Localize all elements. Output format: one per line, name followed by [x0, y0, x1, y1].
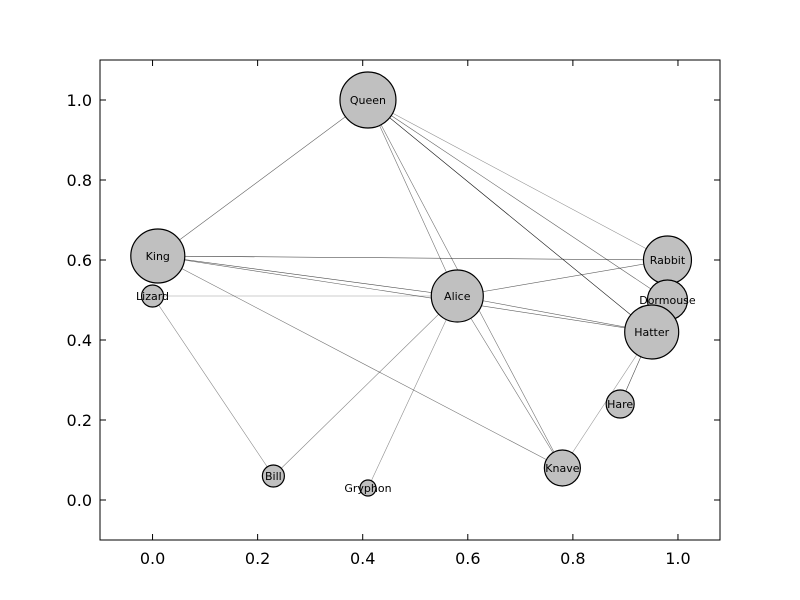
edge-alice-gryphon [367, 295, 458, 489]
edge-alice-hatter [457, 295, 652, 333]
node-circle [261, 464, 285, 488]
node-layer: Queen King Lizard Alice Rabbit Dormouse Hatter… [130, 71, 696, 497]
x-tick-label: 1.0 [665, 549, 690, 568]
node-circle [605, 389, 635, 419]
x-tick-label: 0.6 [455, 549, 480, 568]
edge-king-knave [157, 255, 563, 469]
node-label: Knave [545, 462, 579, 475]
edge-queen-king [157, 99, 369, 257]
edge-queen-hatter [367, 99, 652, 333]
node-hatter: Hatter [624, 304, 680, 360]
edge-king-alice [157, 255, 458, 297]
plot-frame [99, 59, 721, 541]
x-tick-label: 0.8 [560, 549, 585, 568]
x-tick-label: 0.2 [245, 549, 270, 568]
edge-queen-rabbit [367, 99, 668, 261]
node-circle [624, 304, 680, 360]
x-tick-label: 0.0 [140, 549, 165, 568]
node-rabbit: Rabbit [642, 235, 693, 285]
edge-queen-alice [367, 99, 458, 297]
node-label: Gryphon [344, 482, 391, 495]
edge-queen-dormouse [367, 99, 668, 301]
node-label: King [146, 250, 170, 263]
node-label: Lizard [136, 290, 169, 303]
node-hare: Hare [605, 389, 635, 419]
node-label: Bill [265, 470, 282, 483]
y-tick-label: 0.0 [67, 491, 92, 510]
node-circle [359, 479, 377, 497]
node-alice: Alice [430, 269, 484, 323]
edge-king-rabbit [157, 255, 668, 261]
node-label: Alice [444, 290, 471, 303]
node-label: Hatter [634, 326, 669, 339]
node-knave: Knave [543, 449, 581, 487]
node-label: Hare [607, 398, 633, 411]
node-queen: Queen [339, 71, 397, 129]
node-circle [430, 269, 484, 323]
node-label: Dormouse [639, 294, 696, 307]
y-tick-label: 0.6 [67, 251, 92, 270]
node-label: Queen [350, 94, 386, 107]
node-label: Rabbit [650, 254, 686, 267]
edge-lizard-bill [152, 295, 274, 477]
node-circle [130, 228, 186, 284]
node-bill: Bill [261, 464, 285, 488]
edge-alice-bill [273, 295, 458, 477]
node-lizard: Lizard [136, 284, 169, 308]
node-circle [140, 284, 165, 308]
y-tick-label: 0.8 [67, 171, 92, 190]
y-tick-label: 0.4 [67, 331, 92, 350]
y-tick-label: 0.2 [67, 411, 92, 430]
node-circle [543, 449, 581, 487]
node-king: King [130, 228, 186, 284]
edge-alice-rabbit [457, 259, 668, 297]
y-tick-label: 1.0 [67, 91, 92, 110]
edge-king-hatter [157, 255, 652, 333]
axes: 0.0 0.2 0.4 0.6 0.8 1.0 0.0 0.2 0.4 0.6 0.8 1.0 [67, 59, 721, 568]
x-tick-label: 0.4 [350, 549, 375, 568]
node-gryphon: Gryphon [344, 479, 392, 497]
node-circle [339, 71, 397, 129]
edge-alice-knave [457, 295, 563, 469]
